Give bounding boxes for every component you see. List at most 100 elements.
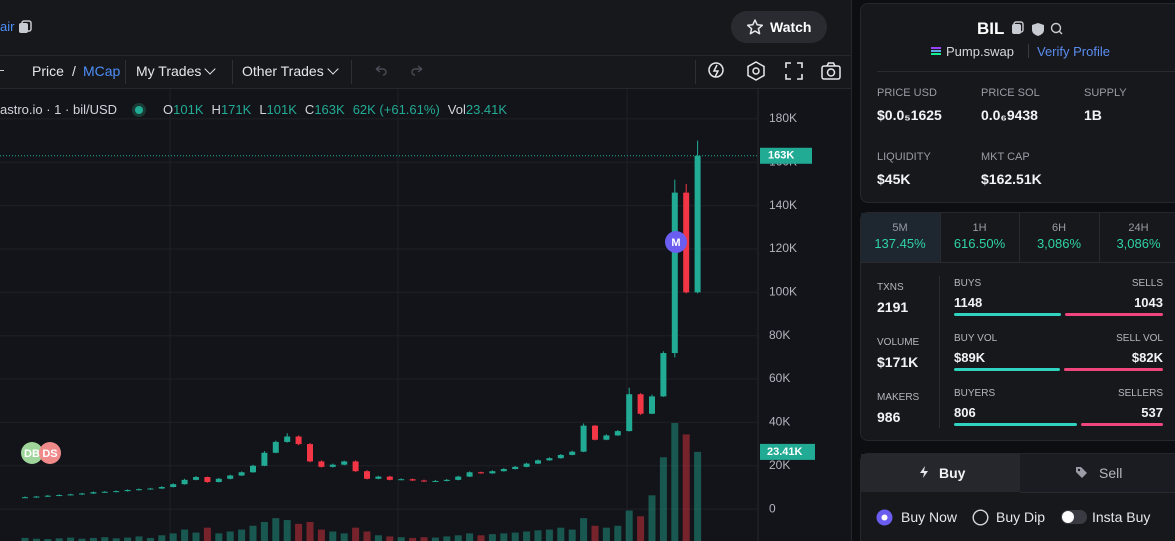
candle-body: [79, 493, 85, 495]
volume-bar: [671, 423, 679, 541]
token-symbol: BIL: [977, 19, 1005, 38]
candle-body: [626, 394, 633, 432]
volume-bar: [511, 532, 519, 541]
dex-name: Pump.swap: [946, 44, 1014, 59]
watch-button[interactable]: [731, 11, 827, 43]
volume-bar: [67, 537, 75, 541]
volume-bar: [215, 533, 223, 541]
volume-bar: [32, 538, 40, 541]
chart-source: astro.io · 1 · bil/USD: [0, 102, 118, 117]
volume-bar: [568, 529, 576, 541]
ohlc-key: L: [259, 102, 267, 117]
trade-marker-label: M: [671, 237, 680, 249]
activity-value: 986: [877, 409, 901, 425]
timeframe-label: 5M: [892, 222, 908, 234]
star-icon: [746, 19, 764, 35]
candle-body: [489, 471, 496, 474]
candle-body: [443, 479, 450, 481]
timeframe-label: 1H: [972, 222, 987, 234]
price-tag: 163K: [768, 150, 794, 162]
candle-body: [409, 479, 416, 481]
volume-bar: [101, 537, 109, 541]
volume-bar: [545, 529, 553, 541]
copy-icon[interactable]: [18, 20, 32, 34]
pair-link: air: [0, 19, 15, 34]
trade-option: Buy Now: [901, 509, 958, 525]
timeframe-tab[interactable]: 5M 137.45%: [860, 222, 940, 251]
volume-bar: [78, 538, 86, 541]
toggle[interactable]: [1060, 509, 1088, 525]
trade-marker: [39, 442, 61, 464]
candle-body: [614, 431, 621, 436]
candle-body: [284, 436, 291, 442]
volume-bar: [648, 495, 656, 541]
verify-profile[interactable]: Verify Profile: [1037, 44, 1110, 59]
candle-body: [386, 476, 393, 480]
volume-bar: [55, 538, 63, 541]
undo-icon[interactable]: [372, 63, 388, 79]
tabs-divider: [860, 262, 1175, 263]
candle-body: [204, 477, 211, 483]
radio[interactable]: [972, 509, 989, 526]
radio-selected[interactable]: [876, 509, 893, 526]
y-tick-label: 140K: [769, 198, 797, 212]
camera-icon[interactable]: [820, 61, 842, 81]
volume-bar: [659, 457, 667, 541]
candle-body: [694, 155, 701, 293]
volume-bar: [580, 518, 588, 541]
volume-bar: [374, 535, 382, 541]
buy-tab[interactable]: [861, 454, 1020, 492]
activity-divider: [939, 276, 940, 428]
y-tick-label: 0: [769, 501, 776, 515]
candle-body: [660, 353, 667, 397]
candle-body: [147, 488, 154, 490]
volume-bar: [534, 530, 542, 541]
volume-bar: [500, 533, 508, 541]
timeframe-tab[interactable]: 1H 616.50%: [940, 222, 1020, 251]
volume-bar: [591, 525, 599, 541]
candle-body: [181, 479, 188, 485]
ohlc-value: 171K: [220, 102, 252, 117]
toolbar-sep: [351, 60, 352, 84]
redo-icon[interactable]: [410, 63, 426, 79]
candle-body: [592, 425, 598, 440]
sell-bar: [1064, 368, 1163, 371]
fullscreen-icon[interactable]: [784, 61, 804, 81]
activity-value: 2191: [877, 299, 909, 315]
trade-marker: [21, 442, 43, 464]
y-tick-label: 120K: [769, 241, 797, 255]
trade-marker-label: DB: [24, 448, 40, 460]
indicator-icon[interactable]: [706, 60, 728, 82]
dex-divider: [1028, 44, 1029, 58]
timeframe-tab[interactable]: 6H 3,086%: [1019, 222, 1099, 251]
volume-bar: [169, 533, 177, 541]
stat-value: $45K: [877, 171, 911, 187]
candle-body: [478, 472, 484, 474]
ohlc-item: L101K: [259, 102, 297, 117]
price-toggle: Price: [32, 63, 64, 79]
settings-icon[interactable]: [745, 60, 767, 82]
bolt-icon: [920, 466, 928, 478]
token-icons[interactable]: [1011, 21, 1067, 37]
activity-label: MAKERS: [877, 392, 920, 403]
tab-sep: [1019, 213, 1020, 262]
watch-label[interactable]: Watch: [770, 19, 812, 35]
volume-bar: [295, 523, 303, 541]
left-value: $89K: [954, 350, 986, 365]
left-value: 806: [954, 405, 976, 420]
change: 62K (+61.61%): [352, 102, 440, 117]
volume-value: 23.41K: [465, 102, 508, 117]
candle-body: [261, 452, 268, 466]
volume-bar: [146, 537, 154, 541]
candle-body: [671, 192, 678, 354]
timeframe-change: 616.50%: [953, 236, 1006, 251]
candle-body: [22, 497, 28, 499]
sell-tab[interactable]: [1020, 454, 1175, 493]
candle-body: [535, 460, 541, 464]
candle-body: [90, 492, 97, 494]
volume-bar: [124, 537, 132, 541]
volume-bar: [89, 537, 97, 541]
stat-value: 0.0₆9438: [981, 107, 1038, 123]
timeframe-tab[interactable]: 24H 3,086%: [1099, 222, 1175, 251]
